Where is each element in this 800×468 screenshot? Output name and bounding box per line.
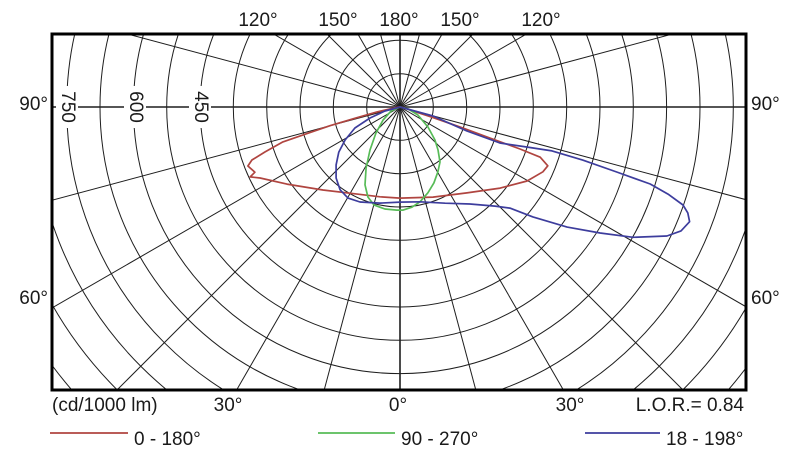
radial-scale-label: 750 — [57, 91, 78, 123]
bottom-angle-label: 0° — [389, 395, 407, 416]
curve-blue — [335, 106, 691, 239]
top-angle-label: 120° — [521, 10, 560, 31]
legend-item: 90 - 270° — [318, 429, 478, 450]
top-angle-label: 150° — [318, 10, 357, 31]
top-angle-label: 180° — [379, 10, 418, 31]
grid-ray — [323, 106, 401, 390]
left-angle-label: 90° — [19, 94, 48, 115]
bottom-angle-label: 30° — [214, 395, 243, 416]
legend-label: 18 - 198° — [666, 429, 743, 450]
radial-scale-label: 450 — [190, 91, 211, 123]
curve-red — [247, 106, 549, 199]
plot-border — [50, 32, 748, 392]
radial-label-patch — [124, 86, 146, 128]
top-angle-label: 150° — [440, 10, 479, 31]
lor-label: L.O.R.= 0.84 — [636, 395, 745, 416]
legend-item: 18 - 198° — [585, 429, 743, 450]
grid-ray — [236, 106, 401, 390]
grid-ray — [326, 34, 401, 108]
curve-green — [364, 106, 441, 211]
right-angle-label: 60° — [751, 288, 780, 309]
angle-labels: 120° 150° 180° 150° 120° 90° 60° 90° 60° 30° 0° 30° — [19, 10, 779, 416]
grid-ray — [399, 34, 443, 108]
grid-ray — [399, 106, 746, 201]
radial-label-patch — [189, 86, 211, 128]
grid-ray — [399, 106, 477, 390]
grid-ray — [52, 106, 401, 309]
grid-ray — [399, 34, 474, 108]
unit-label: (cd/1000 lm) — [52, 395, 158, 416]
grid-ray — [399, 106, 746, 308]
grid-ray — [357, 34, 401, 108]
radial-scale-labels: 750 600 450 — [56, 86, 211, 128]
radial-scale-label: 600 — [125, 91, 146, 123]
right-angle-label: 90° — [751, 94, 780, 115]
distribution-curves — [247, 106, 691, 239]
bottom-angle-label: 30° — [556, 395, 585, 416]
grid-ray — [399, 34, 528, 108]
grid-ray — [399, 106, 564, 390]
legend-item: 0 - 180° — [50, 429, 201, 450]
legend-label: 90 - 270° — [401, 429, 478, 450]
radial-label-patch — [56, 86, 78, 128]
top-angle-label: 120° — [238, 10, 277, 31]
left-angle-label: 60° — [19, 288, 48, 309]
grid-ray — [399, 34, 675, 108]
legend-label: 0 - 180° — [134, 429, 201, 450]
grid-ray — [272, 34, 401, 108]
grid-ray — [125, 34, 401, 108]
legend: 0 - 180° 90 - 270° 18 - 198° — [50, 429, 743, 450]
